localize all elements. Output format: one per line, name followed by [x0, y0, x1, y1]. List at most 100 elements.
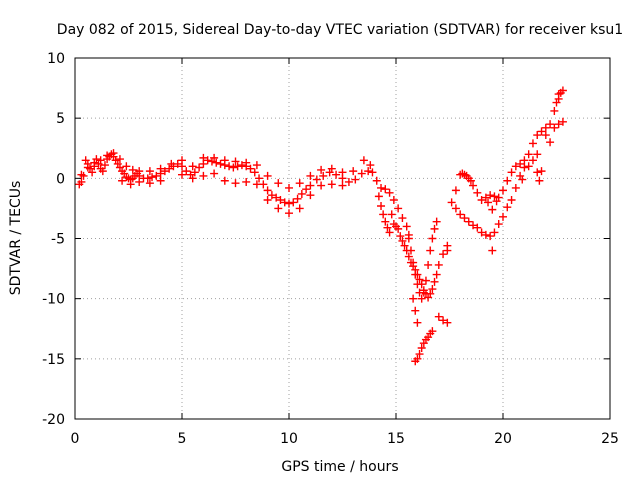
data-point	[364, 167, 373, 176]
data-point	[199, 153, 208, 162]
data-point	[503, 203, 512, 212]
data-point	[246, 164, 255, 173]
data-point	[285, 209, 293, 218]
data-point	[503, 176, 512, 185]
data-point	[434, 260, 443, 269]
data-point	[274, 179, 283, 188]
data-point	[524, 162, 533, 171]
data-point	[419, 288, 428, 297]
data-point	[306, 191, 315, 200]
y-tick-label: -20	[42, 412, 65, 428]
data-point	[396, 232, 405, 241]
data-point	[484, 198, 493, 207]
data-point	[421, 276, 430, 285]
series-dip	[409, 294, 452, 366]
data-point	[156, 176, 165, 185]
data-point	[242, 177, 251, 186]
data-point	[306, 181, 315, 190]
data-point	[285, 199, 293, 208]
data-point	[464, 217, 473, 226]
data-point	[432, 217, 441, 226]
data-point	[558, 86, 567, 95]
data-point	[409, 294, 418, 303]
y-tick-label: -5	[51, 232, 65, 248]
data-point	[417, 294, 426, 303]
data-point	[77, 177, 86, 186]
data-point	[415, 350, 424, 359]
data-point	[546, 138, 555, 147]
data-point	[212, 158, 221, 167]
data-point	[295, 179, 304, 188]
data-point	[109, 149, 118, 158]
x-tick-label: 25	[601, 431, 619, 447]
data-point	[443, 246, 452, 255]
data-point	[118, 176, 127, 185]
data-point	[229, 163, 238, 172]
y-tick-label: -10	[42, 292, 65, 308]
data-point	[430, 277, 439, 286]
data-point	[351, 175, 360, 184]
data-point	[289, 198, 298, 207]
data-point	[195, 163, 204, 172]
data-point	[145, 167, 154, 176]
data-point	[103, 151, 112, 160]
data-point	[293, 194, 302, 203]
data-point	[210, 169, 219, 178]
data-point	[428, 327, 437, 336]
data-point	[383, 223, 392, 232]
data-point	[447, 198, 456, 207]
x-tick-label: 5	[178, 431, 187, 447]
data-point	[439, 250, 448, 259]
data-point	[135, 167, 144, 176]
axis-ticks: 0 5 10 15 20 25 -20 -15 -10 -5 0 5 10	[42, 51, 619, 447]
data-point	[225, 162, 234, 171]
data-point	[477, 195, 486, 204]
data-point	[411, 270, 420, 279]
data-point	[473, 188, 482, 197]
data-point	[417, 344, 426, 353]
data-point	[199, 171, 208, 180]
data-point	[381, 185, 390, 194]
data-point	[404, 234, 413, 243]
data-point	[276, 195, 285, 204]
data-point	[413, 354, 422, 363]
data-point	[490, 192, 499, 201]
data-point	[554, 120, 563, 129]
data-point	[415, 275, 424, 284]
data-point	[379, 210, 388, 219]
data-point	[411, 306, 420, 315]
data-point	[466, 176, 475, 185]
y-tick-label: 0	[56, 171, 65, 187]
data-point	[359, 156, 368, 165]
data-point	[145, 179, 154, 188]
data-point	[533, 150, 542, 159]
data-point	[511, 162, 520, 171]
data-point	[306, 171, 315, 180]
data-point	[385, 188, 394, 197]
data-point	[357, 169, 366, 178]
data-point	[216, 159, 225, 168]
series-side-cluster	[458, 86, 567, 214]
data-point	[413, 280, 422, 289]
data-point	[490, 228, 499, 237]
data-point	[252, 161, 261, 170]
data-point	[332, 170, 341, 179]
data-point	[366, 161, 375, 170]
data-point	[546, 120, 555, 129]
data-point	[327, 180, 336, 189]
data-point	[528, 156, 537, 165]
data-point	[312, 175, 321, 184]
data-point	[413, 318, 422, 327]
data-point	[426, 246, 435, 255]
data-points	[75, 86, 567, 366]
y-axis-label: SDTVAR / TECUs	[8, 181, 24, 296]
data-point	[122, 162, 131, 171]
data-point	[178, 170, 186, 179]
data-point	[349, 167, 358, 176]
data-point	[385, 228, 394, 237]
data-point	[443, 318, 452, 327]
data-point	[458, 169, 467, 178]
data-point	[317, 181, 326, 190]
data-point	[280, 198, 289, 207]
